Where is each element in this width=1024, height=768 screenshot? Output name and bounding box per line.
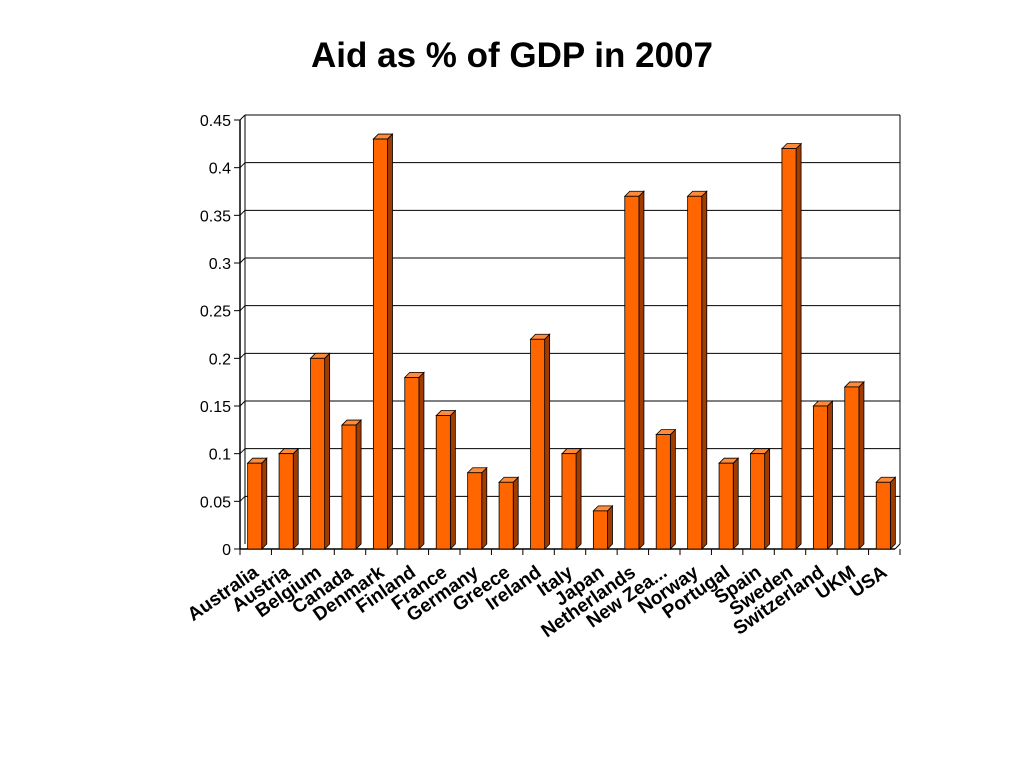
bars [246, 133, 897, 550]
bar-side [607, 504, 613, 550]
x-category-label: USA [846, 562, 891, 602]
bar-front [530, 338, 546, 550]
bar-side [575, 447, 582, 550]
bar [843, 380, 865, 550]
bar-front [812, 405, 828, 550]
bar-side [418, 371, 425, 550]
bar [498, 476, 520, 550]
bar-front [467, 472, 483, 550]
gridline-depth [239, 352, 246, 359]
bar [403, 371, 425, 550]
gridline-depth [239, 495, 246, 502]
y-tick-label: 0.15 [200, 399, 231, 416]
bar-front [624, 195, 640, 550]
gridline-depth [239, 114, 246, 121]
bar [623, 190, 645, 550]
bar-side [481, 466, 488, 550]
bar-front [592, 510, 608, 550]
bar-front [781, 148, 797, 550]
bar-side [449, 409, 456, 550]
bar-side [324, 352, 331, 550]
bar-front [247, 462, 263, 550]
bar [529, 333, 551, 550]
bar-front [750, 453, 766, 550]
bar [749, 447, 771, 550]
bar-side [292, 447, 299, 550]
bar-front [687, 195, 703, 550]
bar-side [512, 476, 519, 550]
bar-side [544, 333, 551, 550]
bar-front [435, 415, 451, 550]
y-tick-label: 0.45 [200, 113, 231, 130]
gridline-depth [239, 162, 246, 169]
bar-side [387, 133, 393, 550]
bar-side [795, 142, 802, 550]
bar [246, 457, 268, 550]
bar-side [732, 457, 739, 550]
bar [780, 142, 803, 550]
y-tick-label: 0.1 [209, 447, 231, 464]
gridline-depth [239, 305, 246, 312]
bar-front [844, 386, 860, 550]
y-tick-label: 0.05 [200, 494, 231, 511]
bar [372, 133, 394, 550]
gridline-depth [239, 209, 246, 216]
bar [340, 419, 363, 550]
bar [718, 457, 740, 550]
bar-front [278, 453, 294, 550]
bar-side [669, 428, 676, 550]
labels: 00.050.10.150.20.250.30.350.40.45Austral… [184, 113, 891, 642]
y-tick-label: 0.25 [200, 304, 231, 321]
bar-side [827, 400, 833, 550]
bar [560, 447, 583, 550]
chart-title: Aid as % of GDP in 2007 [311, 36, 713, 75]
bar-front [875, 481, 891, 550]
bar [812, 400, 834, 550]
bar-front [310, 357, 326, 550]
y-tick-label: 0.2 [209, 351, 231, 368]
bar-side [764, 447, 771, 550]
bar-front [404, 376, 420, 550]
y-tick-label: 0.35 [200, 208, 231, 225]
bar-side [638, 190, 645, 550]
bar [592, 504, 614, 550]
y-tick-label: 0 [222, 542, 231, 559]
bar [655, 428, 677, 550]
bar-front [372, 138, 388, 550]
bar-side [701, 190, 708, 550]
bar [435, 409, 457, 550]
gridline-depth [239, 448, 246, 455]
bar [466, 466, 488, 550]
bar-side [261, 457, 268, 550]
x-axis-depth [894, 543, 901, 550]
y-tick-label: 0.3 [209, 256, 231, 273]
bar-front [561, 453, 577, 550]
bar-side [889, 476, 896, 550]
bar-front [341, 424, 357, 550]
bar-side [858, 380, 865, 550]
bar [686, 190, 708, 550]
bar-front [655, 434, 671, 550]
bar [278, 447, 300, 550]
gridline-depth [239, 257, 246, 264]
y-tick-label: 0.4 [209, 161, 231, 178]
bar-side [355, 419, 362, 550]
bar [875, 476, 897, 550]
bar [309, 352, 331, 550]
gridline-depth [239, 400, 246, 407]
bar-front [718, 462, 734, 550]
bar-front [498, 481, 514, 550]
